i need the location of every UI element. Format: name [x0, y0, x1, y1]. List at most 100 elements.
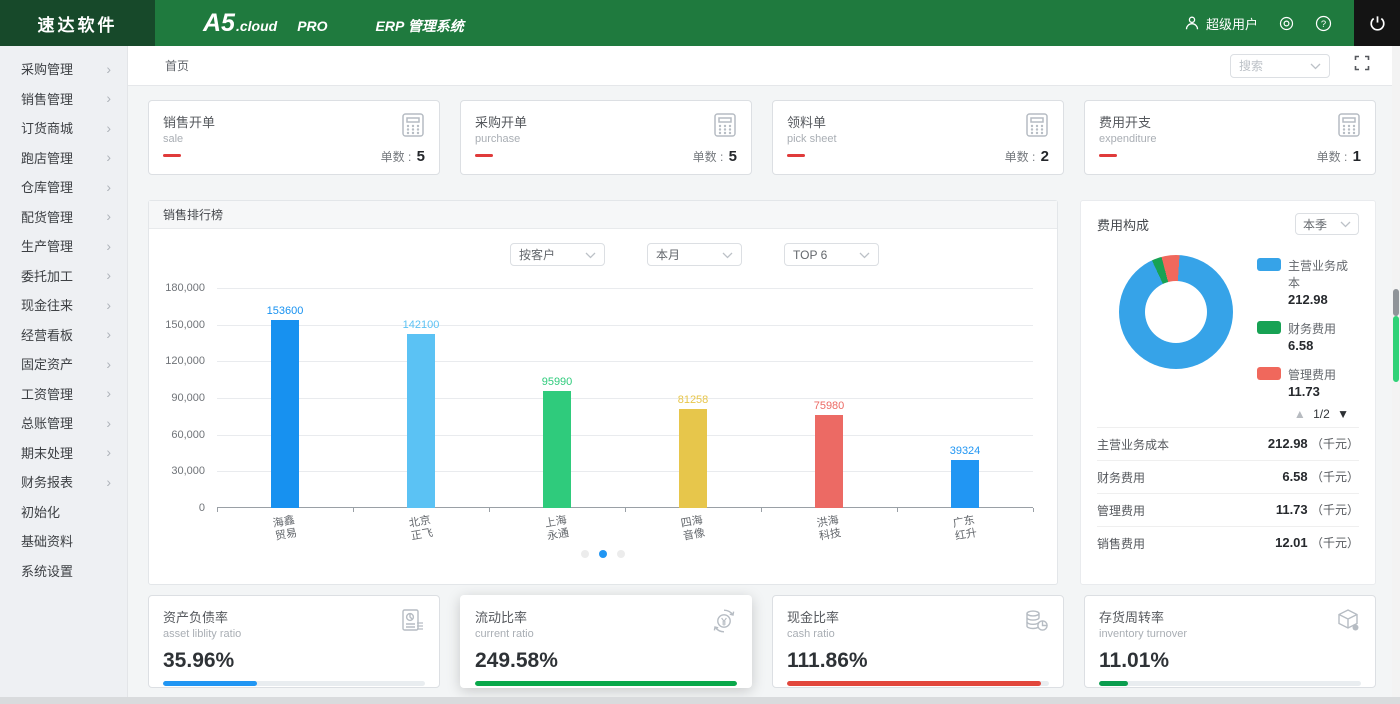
accent-dash	[475, 154, 493, 157]
sidebar-item-9[interactable]: 现金往来 ›	[0, 290, 127, 320]
bar-column: 75980	[761, 400, 897, 508]
help-icon[interactable]: ?	[1315, 15, 1332, 32]
chart-filters: 按客户 本月 TOP 6	[149, 243, 1057, 266]
user-menu[interactable]: 超级用户	[1184, 14, 1258, 33]
header-actions: 超级用户 ?	[1184, 14, 1354, 33]
chevron-right-icon: ›	[106, 326, 111, 343]
main-area: 首页 搜索 销售开单 sale 单数 : 5 采购开单 purchase 单数 : 5 领料…	[128, 46, 1400, 704]
bar[interactable]	[815, 415, 843, 508]
expense-row-number: 11.73	[1275, 502, 1308, 517]
stat-card-3[interactable]: 领料单 pick sheet 单数 : 2	[772, 100, 1064, 175]
ratio-card-1[interactable]: 资产负债率 asset liblity ratio 35.96%	[148, 595, 440, 688]
sidebar-item-3[interactable]: 订货商城 ›	[0, 113, 127, 143]
count-label: 单数 :	[380, 150, 415, 164]
stat-card-subtitle: pick sheet	[787, 133, 837, 145]
power-icon	[1368, 14, 1387, 33]
stat-card-1[interactable]: 销售开单 sale 单数 : 5	[148, 100, 440, 175]
stat-card-title: 费用开支	[1099, 115, 1152, 130]
product-cloud: .cloud	[235, 17, 278, 34]
bar[interactable]	[271, 320, 299, 508]
legend-item-2[interactable]: 财务费用 6.58	[1257, 320, 1359, 353]
chevron-right-icon: ›	[106, 473, 111, 490]
sidebar-item-18[interactable]: 系统设置	[0, 556, 127, 586]
legend-item-1[interactable]: 主营业务成本 212.98	[1257, 257, 1359, 307]
ratio-card-3[interactable]: 现金比率 cash ratio 111.86%	[772, 595, 1064, 688]
scrollbar[interactable]	[1392, 46, 1400, 697]
sidebar-item-4[interactable]: 跑店管理 ›	[0, 143, 127, 173]
bar-column: 142100	[353, 319, 489, 508]
bar[interactable]	[407, 334, 435, 508]
sidebar-item-label: 工资管理	[21, 386, 74, 402]
settings-gear-icon[interactable]	[1278, 15, 1295, 32]
sidebar-item-17[interactable]: 基础资料	[0, 526, 127, 556]
scrollbar-thumb[interactable]	[1393, 289, 1399, 316]
bar[interactable]	[543, 390, 571, 508]
expense-row-unit: （千元）	[1307, 470, 1359, 484]
ratio-card-4[interactable]: 存货周转率 inventory turnover 11.01%	[1084, 595, 1376, 688]
chevron-right-icon: ›	[106, 90, 111, 107]
stat-card-title: 采购开单	[475, 115, 528, 130]
sidebar-item-8[interactable]: 委托加工 ›	[0, 261, 127, 291]
progress-track	[163, 681, 425, 686]
product-a5: A5	[203, 8, 235, 37]
ratio-card-title: 存货周转率	[1099, 610, 1165, 625]
sidebar-item-13[interactable]: 总账管理 ›	[0, 408, 127, 438]
y-tick-label: 150,000	[165, 318, 205, 331]
sidebar-item-12[interactable]: 工资管理 ›	[0, 379, 127, 409]
fullscreen-icon[interactable]	[1354, 55, 1370, 76]
sidebar-item-label: 初始化	[21, 504, 61, 520]
x-category-label: 四海 音像	[624, 504, 762, 553]
carousel-dot-2[interactable]	[599, 550, 607, 558]
progress-track	[475, 681, 737, 686]
sidebar-item-label: 仓库管理	[21, 180, 74, 196]
product-edition: PRO	[297, 17, 328, 34]
carousel-dot-1[interactable]	[581, 550, 589, 558]
ratio-card-title: 流动比率	[475, 610, 528, 625]
sidebar-item-16[interactable]: 初始化	[0, 497, 127, 527]
expense-panel: 费用构成 本季 主营业务成本	[1080, 200, 1376, 585]
page-down-icon[interactable]: ▼	[1337, 407, 1349, 421]
chevron-down-icon	[859, 248, 870, 262]
tab-home[interactable]: 首页	[165, 59, 190, 73]
bar[interactable]	[679, 408, 707, 508]
x-category-label: 海鑫 贸易	[216, 504, 354, 553]
chevron-right-icon: ›	[106, 385, 111, 402]
sidebar-item-7[interactable]: 生产管理 ›	[0, 231, 127, 261]
sidebar-item-1[interactable]: 采购管理 ›	[0, 54, 127, 84]
sidebar-item-14[interactable]: 期末处理 ›	[0, 438, 127, 468]
sidebar-item-6[interactable]: 配货管理 ›	[0, 202, 127, 232]
chevron-down-icon	[722, 248, 733, 262]
sidebar-item-5[interactable]: 仓库管理 ›	[0, 172, 127, 202]
x-axis-tick	[761, 508, 762, 512]
page-up-icon[interactable]: ▲	[1293, 407, 1306, 421]
sidebar-item-10[interactable]: 经营看板 ›	[0, 320, 127, 350]
ratio-card-subtitle: asset liblity ratio	[163, 628, 242, 640]
carousel-dot-3[interactable]	[617, 550, 625, 558]
accent-dash	[163, 154, 181, 157]
chart-filter-select-3[interactable]: TOP 6	[784, 243, 879, 266]
legend-texts: 主营业务成本 212.98	[1288, 257, 1359, 307]
sidebar-item-2[interactable]: 销售管理 ›	[0, 84, 127, 114]
chevron-right-icon: ›	[106, 119, 111, 136]
stat-card-2[interactable]: 采购开单 purchase 单数 : 5	[460, 100, 752, 175]
chevron-down-icon	[1340, 217, 1351, 231]
bar-value-label: 142100	[402, 319, 440, 332]
coins-icon	[1022, 607, 1050, 640]
legend-item-3[interactable]: 管理费用 11.73	[1257, 366, 1359, 399]
search-input[interactable]: 搜索	[1230, 53, 1330, 78]
expense-row-number: 12.01	[1275, 535, 1308, 550]
report-icon	[398, 607, 426, 640]
ratio-card-2[interactable]: 流动比率 current ratio 249.58%	[460, 595, 752, 688]
sidebar-item-11[interactable]: 固定资产 ›	[0, 349, 127, 379]
logout-power-button[interactable]	[1354, 0, 1400, 46]
sidebar-item-label: 基础资料	[21, 534, 74, 550]
chart-filter-select-2[interactable]: 本月	[647, 243, 742, 266]
stat-card-4[interactable]: 费用开支 expenditure 单数 : 1	[1084, 100, 1376, 175]
bar[interactable]	[951, 459, 979, 508]
brand-logo[interactable]: 速达软件	[0, 0, 155, 46]
brand-logo-text: 速达软件	[37, 15, 118, 35]
period-select[interactable]: 本季	[1295, 213, 1359, 235]
stat-card-count: 单数 : 2	[1005, 148, 1049, 165]
sidebar-item-15[interactable]: 财务报表 ›	[0, 467, 127, 497]
chart-filter-select-1[interactable]: 按客户	[510, 243, 605, 266]
